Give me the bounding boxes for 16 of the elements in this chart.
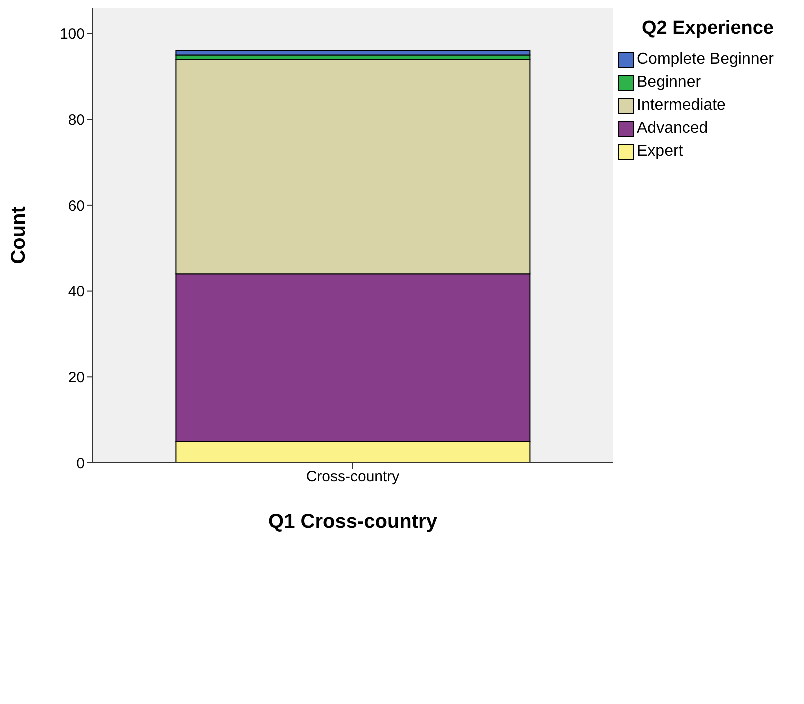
- x-axis-title: Q1 Cross-country: [268, 511, 438, 533]
- legend-label: Complete Beginner: [637, 50, 774, 68]
- x-tick-label: Cross-country: [306, 468, 400, 486]
- y-tick-label: 0: [76, 455, 85, 472]
- y-tick-label: 60: [68, 198, 85, 215]
- legend-label: Intermediate: [637, 96, 726, 114]
- y-tick-label: 100: [60, 26, 85, 44]
- legend-label: Beginner: [637, 74, 702, 92]
- legend-title: Q2 Experience: [640, 18, 776, 40]
- legend-label: Expert: [637, 142, 684, 160]
- bar: [176, 50, 531, 56]
- y-tick-label: 80: [68, 112, 85, 129]
- y-axis-title: Count: [8, 206, 30, 264]
- legend-label: Advanced: [637, 120, 708, 138]
- y-tick-label: 40: [68, 284, 85, 301]
- y-tick-label: 20: [68, 369, 85, 386]
